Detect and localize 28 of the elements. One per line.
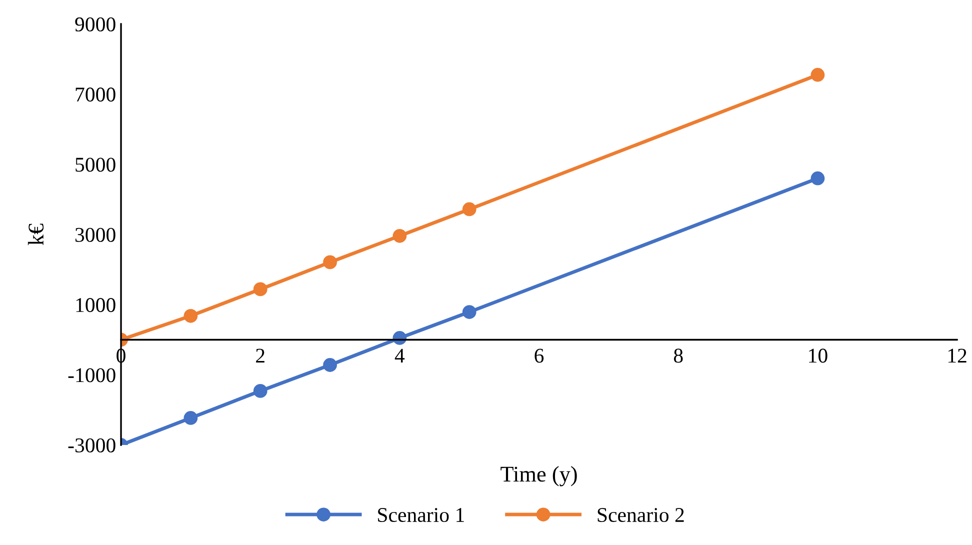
point xyxy=(253,384,268,398)
x-tick-label: 6 xyxy=(534,348,544,363)
x-tick-label: 4 xyxy=(394,348,405,363)
x-tick-label: 12 xyxy=(948,348,966,363)
x-axis-title: Time (y) xyxy=(500,466,577,486)
point xyxy=(810,68,825,82)
x-tick-label: 2 xyxy=(256,348,264,363)
y-tick-label: 9000 xyxy=(75,17,116,32)
point xyxy=(323,255,337,270)
legend-label: Scenario 1 xyxy=(378,508,464,522)
y-axis-title: k€ xyxy=(28,224,44,246)
point xyxy=(392,228,407,243)
x-tick-label: 8 xyxy=(674,348,683,363)
point xyxy=(323,358,337,372)
y-tick-label: -3000 xyxy=(68,438,116,452)
y-tick-label: 3000 xyxy=(75,228,116,242)
point xyxy=(184,411,198,425)
point xyxy=(253,282,268,296)
point xyxy=(462,202,476,216)
y-tick-label: -1000 xyxy=(68,368,116,382)
y-tick-label: 1000 xyxy=(76,298,116,312)
x-tick-label: 10 xyxy=(809,348,828,363)
y-tick-label: 7000 xyxy=(76,88,116,102)
y-tick-label: 5000 xyxy=(76,158,116,172)
point xyxy=(810,171,825,186)
legend-label: Scenario 2 xyxy=(598,508,684,522)
point xyxy=(462,305,476,319)
point xyxy=(184,308,198,323)
